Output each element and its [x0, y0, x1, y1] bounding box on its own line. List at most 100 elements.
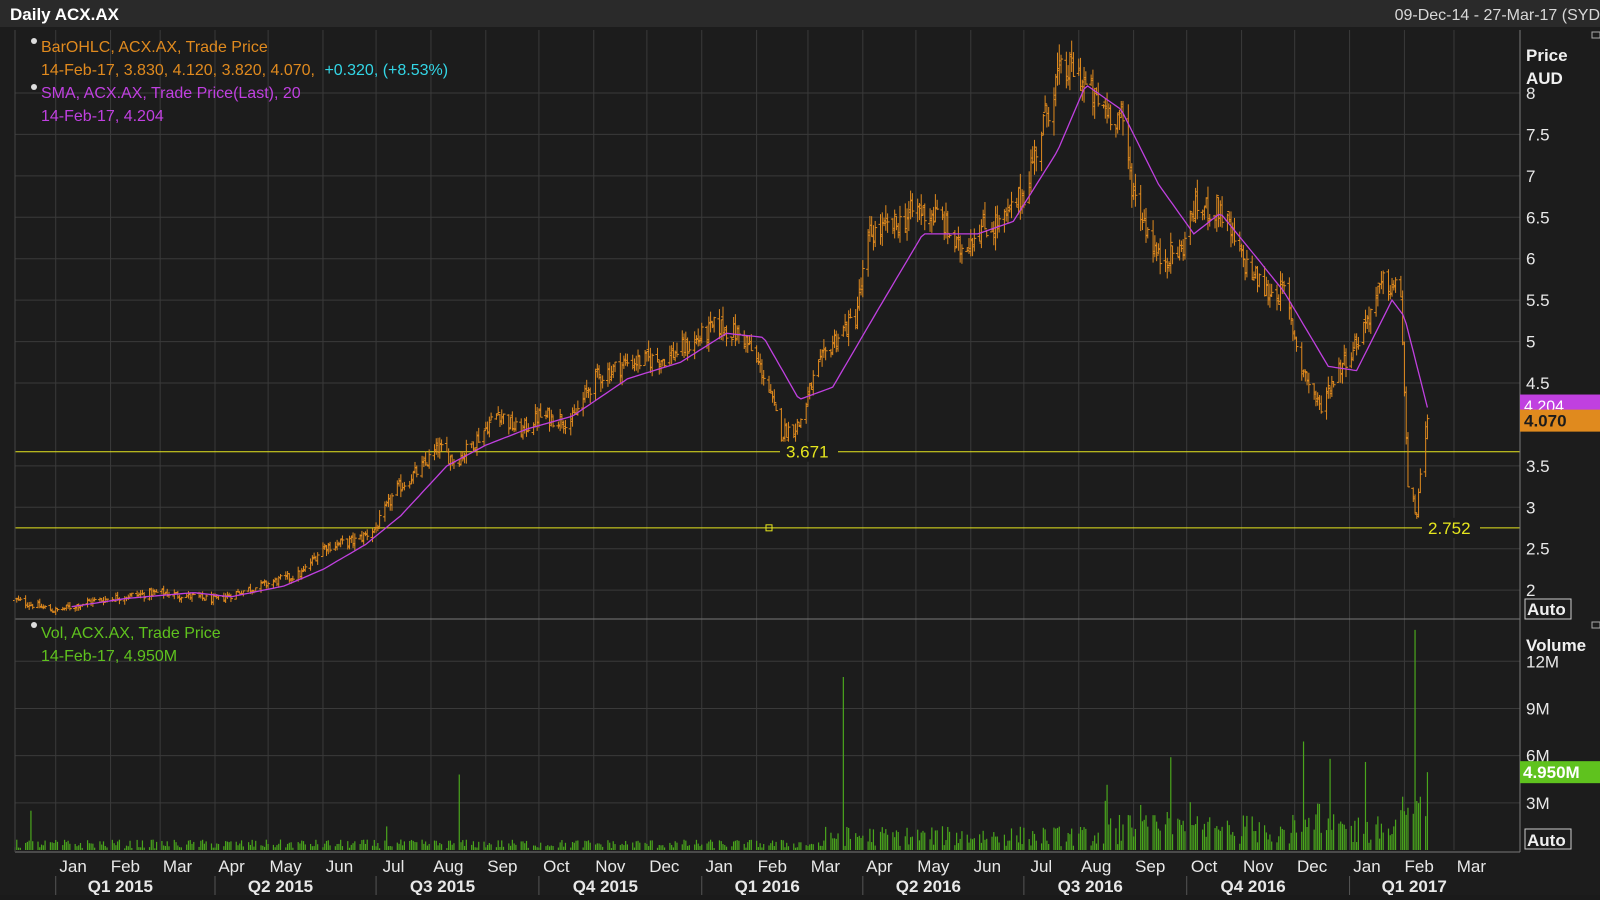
chart-title: Daily ACX.AX: [10, 5, 120, 24]
ohlc-bar: [352, 533, 357, 551]
ohlc-bar: [823, 346, 828, 361]
ohlc-bar: [1182, 231, 1187, 260]
quarter-label: Q2 2015: [248, 877, 313, 895]
ohlc-bar: [749, 334, 754, 352]
ohlc-bar: [662, 359, 667, 368]
ohlc-bar: [1009, 191, 1014, 219]
ohlc-bar: [43, 605, 48, 609]
legend-vol-handle-icon[interactable]: [31, 622, 37, 628]
legend-sma-values: 14-Feb-17, 4.204: [41, 108, 164, 125]
month-label: Mar: [811, 857, 841, 876]
quarter-label: Q2 2016: [896, 877, 961, 895]
ohlc-bar: [1154, 242, 1159, 262]
ohlc-bar: [423, 451, 428, 466]
last-price-badge: [1520, 409, 1600, 432]
ohlc-bar: [1418, 468, 1423, 494]
ohlc-bar: [496, 406, 501, 416]
ohlc-bar: [315, 552, 320, 565]
ohlc-bar: [129, 592, 134, 598]
ohlc-bar: [625, 353, 630, 367]
month-label: May: [269, 857, 302, 876]
price-tick-label: 6.5: [1526, 208, 1550, 227]
last-volume-badge-label: 4.950M: [1523, 763, 1580, 782]
ohlc-bar: [513, 417, 518, 432]
price-auto-button[interactable]: [1524, 598, 1572, 620]
ohlc-bar: [1294, 336, 1299, 352]
month-label: Jan: [1353, 857, 1380, 876]
ohlc-bar: [1257, 273, 1262, 288]
legend-ohlc-handle-icon[interactable]: [31, 38, 37, 44]
month-label: Sep: [487, 857, 517, 876]
ohlc-bar: [1158, 238, 1163, 275]
ohlc-bar: [489, 412, 494, 421]
ohlc-bar: [1170, 245, 1175, 265]
price-tick-label: 3.5: [1526, 457, 1550, 476]
ohlc-bar: [1195, 179, 1200, 220]
ohlc-bar: [982, 202, 987, 230]
ohlc-bar: [772, 389, 777, 406]
ohlc-bar: [774, 403, 779, 412]
month-label: Nov: [1243, 857, 1274, 876]
ohlc-bar: [1043, 95, 1048, 113]
hline-upper-label-bg: [780, 441, 838, 462]
month-label: Jun: [326, 857, 353, 876]
grid-layer: [15, 30, 1520, 850]
ohlc-bar: [588, 387, 593, 404]
month-label: Feb: [111, 857, 140, 876]
ohlc-bar: [712, 316, 717, 333]
ohlc-bar: [1059, 54, 1064, 74]
quarter-label: Q3 2015: [410, 877, 475, 895]
ohlc-bar: [30, 603, 35, 610]
hline-lower-label: 2.752: [1428, 519, 1471, 538]
sma-layer: [71, 85, 1429, 608]
month-label: Jul: [383, 857, 405, 876]
month-label: Jun: [974, 857, 1001, 876]
ohlc-bar: [1120, 100, 1125, 136]
ohlc-bar: [786, 421, 791, 443]
last-volume-badge: [1520, 761, 1600, 784]
ohlc-bar: [439, 439, 444, 452]
month-label: Feb: [1405, 857, 1434, 876]
hline-drag-handle[interactable]: [765, 524, 773, 532]
ohlc-bar: [600, 375, 605, 389]
legend-ohlc-values: 14-Feb-17, 3.830, 4.120, 3.820, 4.070,: [41, 62, 315, 79]
legend-sma-handle-icon[interactable]: [31, 84, 37, 90]
volume-pane-maximize-icon[interactable]: [1591, 621, 1600, 629]
ohlc-bar: [117, 597, 122, 605]
month-label: Sep: [1135, 857, 1165, 876]
ohlc-bar: [811, 370, 816, 396]
ohlc-bar: [538, 403, 543, 418]
ohlc-bar: [92, 597, 97, 602]
pane-maximize-icon[interactable]: [1591, 31, 1600, 39]
month-label: May: [917, 857, 950, 876]
ohlc-bar: [340, 535, 345, 545]
month-label: Nov: [595, 857, 626, 876]
ohlc-bar: [1133, 173, 1138, 207]
month-label: Jul: [1030, 857, 1052, 876]
ohlc-bar: [241, 590, 246, 597]
month-label: Apr: [218, 857, 245, 876]
price-tick-label: 3: [1526, 498, 1535, 517]
ohlc-bar: [1041, 113, 1046, 136]
volume-ticks: 3M 6M 9M 12M: [1526, 652, 1559, 813]
legend-vol-values: 14-Feb-17, 4.950M: [41, 648, 177, 665]
ohlc-bar: [482, 430, 487, 447]
ohlc-bar: [768, 384, 773, 394]
month-label: Oct: [543, 857, 570, 876]
ohlc-bar: [650, 353, 655, 377]
quarter-label: Q3 2016: [1058, 877, 1123, 895]
last-price-badge-label: 4.070: [1524, 412, 1567, 431]
quarter-label: Q4 2016: [1221, 877, 1286, 895]
ohlc-bar: [885, 213, 890, 233]
ohlc-bar: [303, 564, 308, 572]
volume-auto-button[interactable]: [1524, 828, 1572, 850]
ohlc-bar: [390, 493, 395, 511]
ohlc-bar: [179, 596, 184, 603]
ohlc-bar: [761, 370, 766, 386]
ohlc-bar: [18, 596, 23, 602]
price-tick-label: 4.5: [1526, 374, 1550, 393]
quarter-label: Q4 2015: [573, 877, 638, 895]
ohlc-bar: [266, 581, 271, 589]
